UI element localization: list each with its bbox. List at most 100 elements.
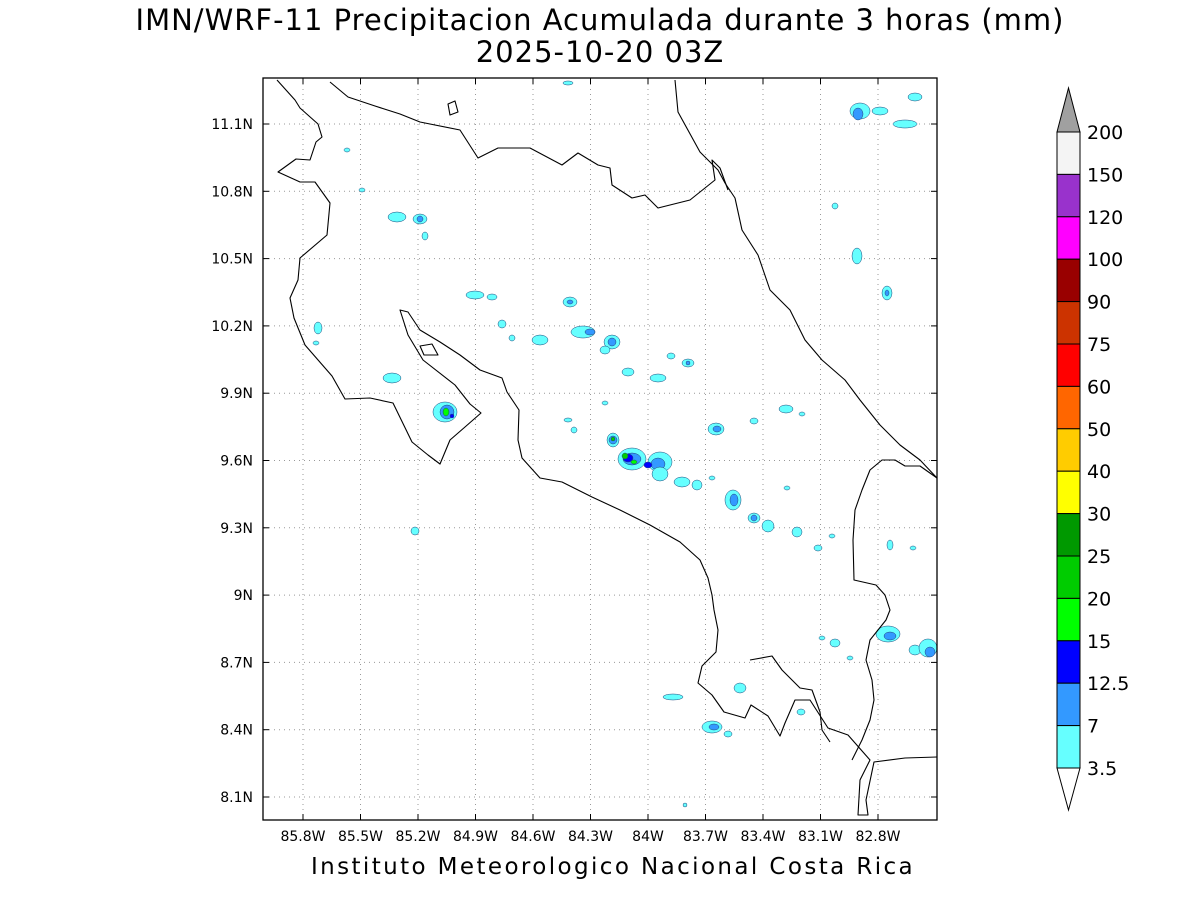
precip-area — [343, 147, 351, 153]
lat-tick-label: 10.8N — [211, 184, 253, 200]
precip-area — [871, 106, 889, 116]
precip-area — [508, 334, 516, 342]
colorbar-segment — [1056, 428, 1081, 472]
colorbar-segment — [1056, 343, 1081, 387]
precipitation-field — [312, 80, 938, 808]
lat-tick-label: 9N — [234, 588, 253, 604]
precip-area — [643, 461, 653, 469]
precip-area — [733, 682, 747, 694]
precip-area — [649, 373, 667, 383]
map-subtitle: 2025-10-20 03Z — [475, 35, 725, 69]
colorbar-label: 75 — [1087, 334, 1111, 356]
precip-area — [601, 400, 609, 406]
precip-area — [312, 340, 320, 346]
precip-area — [387, 211, 407, 223]
colorbar-label: 90 — [1087, 292, 1111, 314]
precip-area — [465, 290, 485, 300]
precip-area — [358, 187, 366, 193]
precip-area — [791, 526, 803, 538]
colorbar-segment — [1056, 385, 1081, 430]
precip-area — [783, 485, 791, 491]
lon-tick-label: 85.5W — [338, 829, 383, 845]
lat-tick-label: 10.5N — [211, 252, 253, 268]
colorbar-label: 7 — [1087, 716, 1099, 738]
lat-tick-label: 11.1N — [211, 117, 253, 133]
latitude-axis: 11.1N 10.8N 10.5N 10.2N 9.9N 9.6N 9.3N 9N 8.7N 8.… — [211, 117, 937, 806]
panama-border — [851, 459, 938, 761]
caribbean-coast — [674, 79, 938, 479]
lat-tick-label: 8.1N — [220, 790, 253, 806]
colorbar-segment — [1056, 513, 1081, 557]
precip-area — [883, 631, 897, 641]
colorbar-label: 3.5 — [1087, 758, 1117, 780]
precip-area — [410, 526, 420, 536]
precip-area — [666, 352, 676, 360]
precip-area — [712, 425, 722, 433]
colorbar-label: 40 — [1087, 461, 1111, 483]
colorbar-label: 100 — [1087, 249, 1123, 271]
colorbar-label: 150 — [1087, 164, 1123, 186]
precip-area — [610, 436, 616, 442]
map-title: IMN/WRF-11 Precipitacion Acumulada duran… — [135, 3, 1065, 37]
precip-area — [831, 202, 839, 210]
lake-nicaragua-shore — [276, 79, 938, 816]
colorbar-segment — [1056, 131, 1081, 175]
colorbar-label: 25 — [1087, 546, 1111, 568]
precip-area — [313, 321, 323, 335]
lon-tick-label: 84.3W — [568, 829, 613, 845]
precip-area — [685, 360, 691, 366]
precip-area — [723, 730, 733, 738]
colorbar-segment — [1056, 216, 1081, 260]
gulf-island — [419, 343, 439, 356]
precip-area — [531, 334, 549, 346]
colorbar-label: 120 — [1087, 207, 1123, 229]
precip-area — [778, 404, 794, 414]
precip-area — [907, 92, 923, 102]
precip-area — [442, 407, 450, 417]
precip-area — [421, 231, 429, 241]
precip-area — [563, 417, 573, 423]
colorbar-label: 200 — [1087, 122, 1123, 144]
precip-area — [750, 514, 758, 522]
colorbar-over-arrow — [1056, 86, 1081, 133]
lat-tick-label: 9.9N — [220, 386, 253, 402]
colorbar-label: 12.5 — [1087, 673, 1129, 695]
precip-area — [818, 635, 826, 641]
lat-tick-label: 10.2N — [211, 319, 253, 335]
precip-area — [382, 372, 402, 384]
precip-area — [798, 411, 806, 417]
lon-tick-label: 85.2W — [395, 829, 440, 845]
precip-area — [884, 289, 890, 297]
precip-area — [584, 328, 596, 336]
lon-tick-label: 83.1W — [798, 829, 843, 845]
nicaragua-costa-rica-border — [329, 81, 729, 209]
golfo-dulce-shore — [749, 655, 831, 743]
precip-area — [796, 708, 806, 716]
colorbar-label: 15 — [1087, 631, 1111, 653]
precip-area — [708, 475, 716, 481]
precip-area — [691, 479, 703, 491]
precip-area — [924, 646, 936, 658]
precip-area — [708, 723, 720, 731]
precip-area — [851, 247, 863, 265]
lon-tick-label: 83.7W — [683, 829, 728, 845]
precip-area — [599, 345, 611, 355]
precip-area — [497, 319, 507, 329]
precip-area — [682, 802, 688, 808]
lon-tick-label: 82.8W — [855, 829, 900, 845]
lake-island — [447, 100, 459, 116]
lon-tick-label: 84.9W — [453, 829, 498, 845]
precip-area — [909, 545, 917, 551]
colorbar-segment — [1056, 682, 1081, 727]
precip-area — [662, 693, 684, 701]
lon-tick-label: 84W — [632, 829, 664, 845]
lon-tick-label: 85.8W — [280, 829, 325, 845]
precip-area — [651, 466, 669, 482]
precip-area — [630, 459, 638, 465]
colorbar-label: 20 — [1087, 588, 1111, 610]
precip-area — [729, 493, 739, 507]
precip-area — [607, 337, 617, 347]
precip-area — [846, 655, 854, 661]
lat-tick-label: 9.3N — [220, 521, 253, 537]
precip-area — [886, 539, 894, 551]
